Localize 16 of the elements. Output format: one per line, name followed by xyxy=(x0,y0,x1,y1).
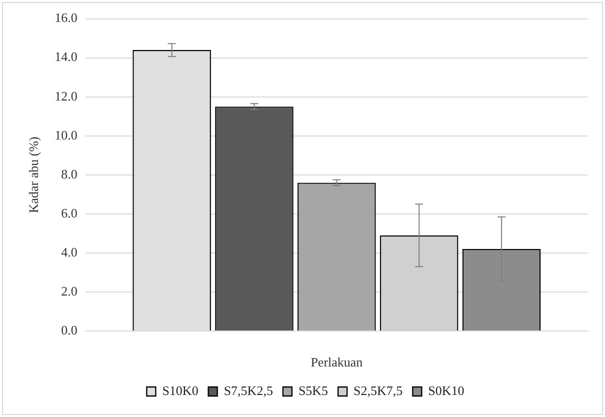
legend-label: S10K0 xyxy=(162,382,198,398)
x-axis-title: Perlakuan xyxy=(310,354,364,370)
y-tick-label: 0.0 xyxy=(61,322,78,338)
y-tick-label: 4.0 xyxy=(61,244,78,260)
y-tick-label: 6.0 xyxy=(61,205,78,220)
y-tick-label: 16.0 xyxy=(54,10,78,26)
legend-label: S5K5 xyxy=(298,382,328,398)
legend-label: S7,5K2,5 xyxy=(224,382,273,398)
y-axis-title: Kadar abu (%) xyxy=(26,136,42,214)
legend-label: S2,5K7,5 xyxy=(354,382,403,398)
y-tick-label: 14.0 xyxy=(54,49,78,64)
y-tick-label: 12.0 xyxy=(54,88,78,104)
y-tick-label: 2.0 xyxy=(61,283,78,298)
legend-label: S0K10 xyxy=(428,382,464,398)
y-tick-label: 10.0 xyxy=(54,127,78,142)
y-tick-label: 8.0 xyxy=(61,166,78,182)
